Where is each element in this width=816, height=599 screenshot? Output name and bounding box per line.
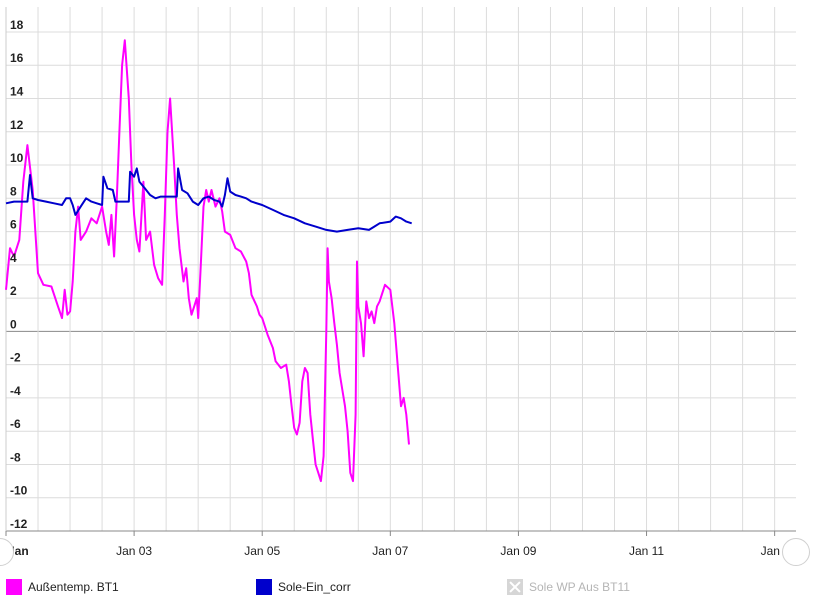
series-line <box>5 39 410 483</box>
y-tick-label: 14 <box>10 84 24 98</box>
hidden-series-icon <box>507 579 523 595</box>
legend-item-aussentemp[interactable]: Außentemp. BT1 <box>6 578 119 596</box>
y-tick-label: 10 <box>10 151 24 165</box>
x-tick-label: Jan 07 <box>372 544 408 558</box>
scroll-right-handle[interactable] <box>782 538 810 566</box>
y-tick-label: 0 <box>10 317 17 331</box>
y-tick-label: 8 <box>10 184 17 198</box>
legend-swatch-magenta <box>6 579 22 595</box>
y-tick-label: 2 <box>10 284 17 298</box>
y-tick-label: -4 <box>10 384 21 398</box>
y-tick-label: 18 <box>10 18 24 32</box>
y-tick-label: 4 <box>10 251 17 265</box>
series-line <box>5 167 413 233</box>
y-tick-label: -8 <box>10 450 21 464</box>
series-layer <box>5 39 413 483</box>
legend-item-sole-wp-aus[interactable]: Sole WP Aus BT11 <box>507 578 630 596</box>
x-tick-label: Jan 03 <box>116 544 152 558</box>
x-axis: Jan Jan 03 Jan 05 Jan 07 Jan 09 Jan 11 Jan 13 <box>5 531 797 558</box>
y-tick-label: -2 <box>10 351 21 365</box>
legend-swatch-blue <box>256 579 272 595</box>
chart-background <box>0 0 816 574</box>
legend-label: Sole-Ein_corr <box>278 580 351 594</box>
y-tick-label: 16 <box>10 51 24 65</box>
y-tick-label: -6 <box>10 417 21 431</box>
y-tick-label: 12 <box>10 118 24 132</box>
grid <box>5 7 796 532</box>
x-tick-label: Jan 09 <box>500 544 536 558</box>
x-tick-label: Jan 11 <box>629 544 664 558</box>
y-tick-label: 6 <box>10 218 17 232</box>
x-tick-label: Jan 05 <box>244 544 280 558</box>
y-tick-label: -12 <box>10 517 28 531</box>
legend-item-sole-ein[interactable]: Sole-Ein_corr <box>256 578 351 596</box>
y-axis: -12 -10 -8 -6 -4 -2 0 2 4 6 8 10 12 14 16 18 <box>10 18 28 531</box>
legend-label: Sole WP Aus BT11 <box>529 580 630 594</box>
legend: Außentemp. BT1 Sole-Ein_corr Sole WP Aus… <box>0 574 816 598</box>
legend-label: Außentemp. BT1 <box>28 580 119 594</box>
y-tick-label: -10 <box>10 484 28 498</box>
